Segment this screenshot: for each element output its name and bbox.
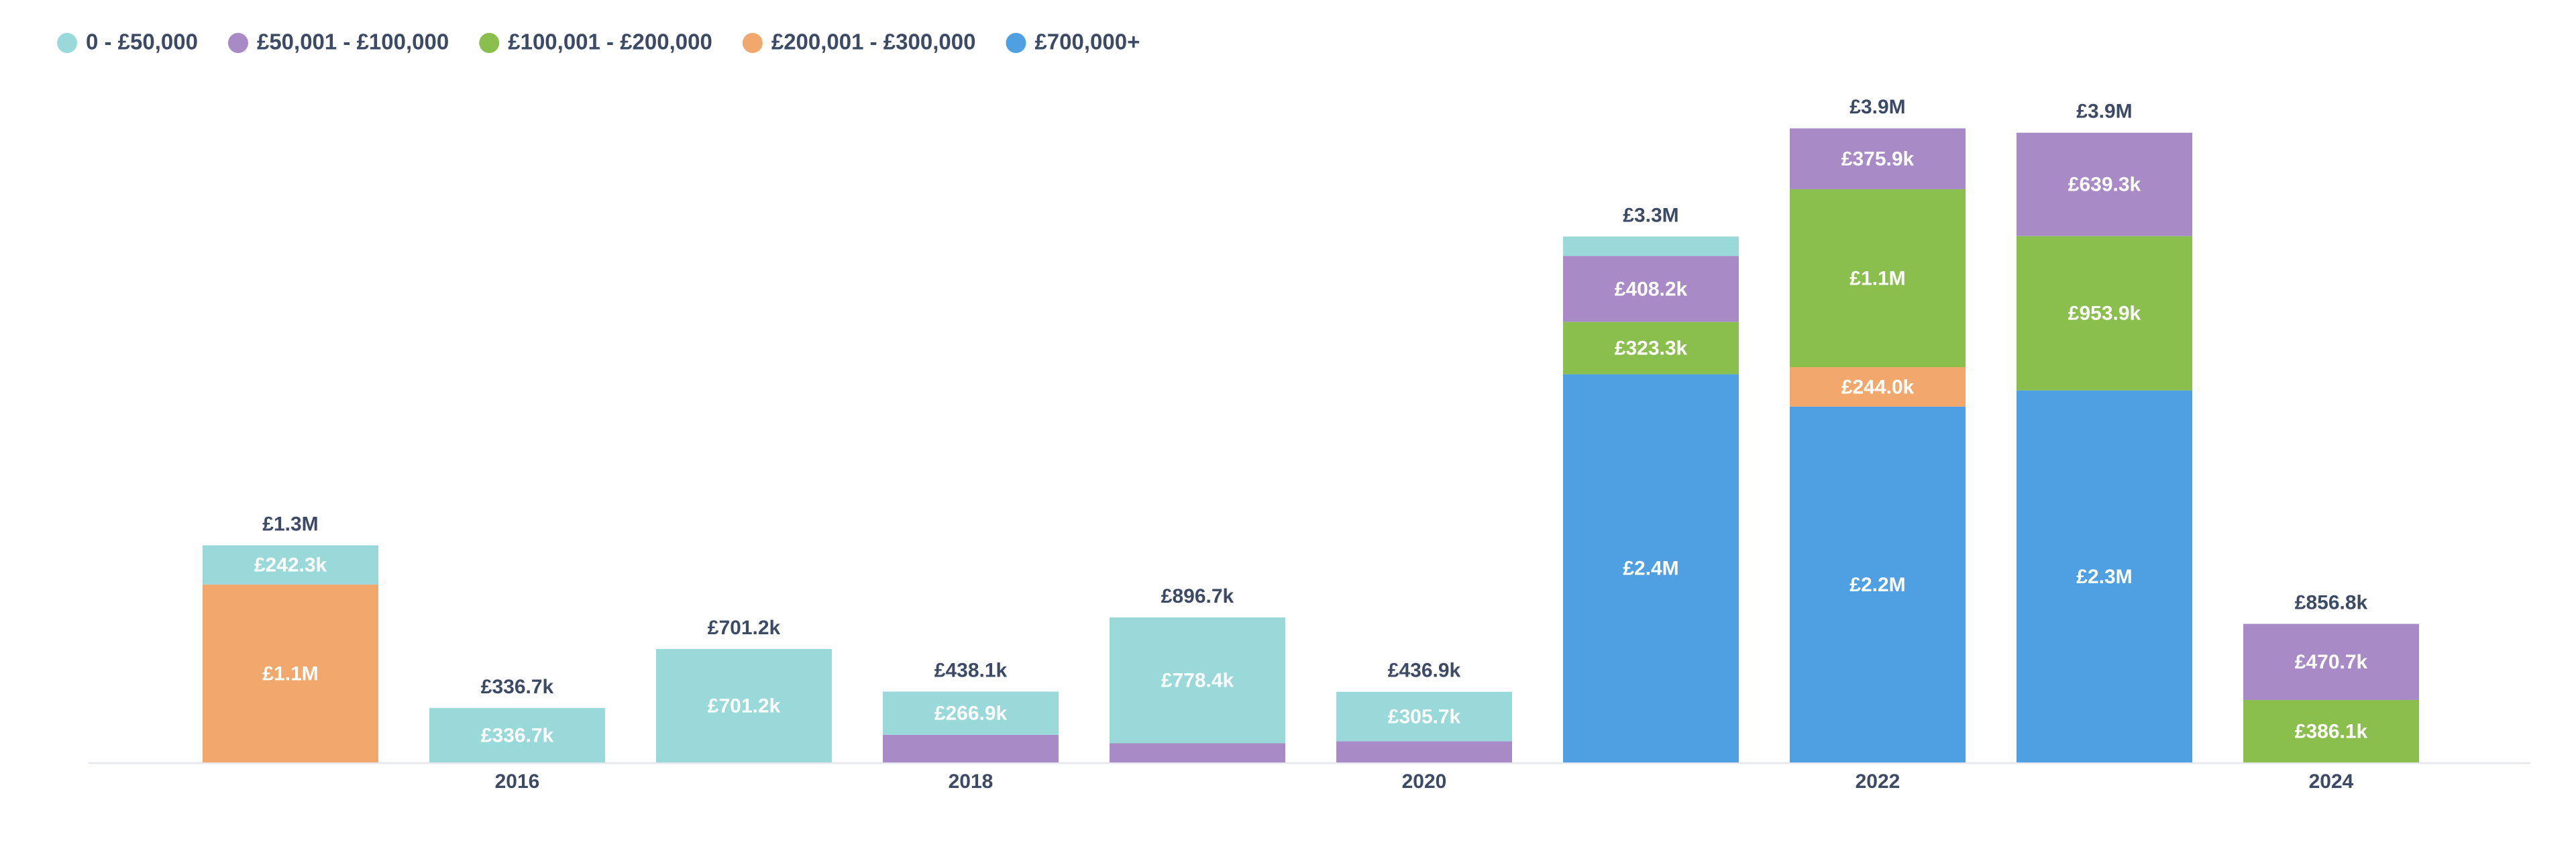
bar-segment: [429, 707, 605, 762]
bar-segment: [2243, 699, 2419, 762]
bar-segment: [1563, 374, 1739, 762]
legend-label: £50,001 - £100,000: [257, 30, 449, 54]
bar-segment: [1563, 321, 1739, 375]
value-label: £2.2M: [1849, 574, 1905, 596]
total-label: £3.3M: [1623, 204, 1678, 226]
bar-segment: [1110, 743, 1285, 762]
total-label: £438.1k: [934, 659, 1008, 681]
x-tick-label: 2024: [2309, 771, 2354, 793]
bar-segment: [2017, 132, 2192, 236]
legend-label: £700,000+: [1034, 30, 1140, 54]
legend-swatch: [57, 33, 77, 53]
bar-segment: [883, 691, 1059, 735]
value-label: £778.4k: [1161, 670, 1234, 692]
value-label: £408.2k: [1615, 278, 1688, 300]
value-label: £701.2k: [708, 695, 781, 717]
bar-segment: [1790, 366, 1966, 407]
legend-swatch: [742, 33, 763, 53]
bar-segment: [1563, 256, 1739, 322]
value-label: £2.4M: [1623, 558, 1678, 580]
bar-segment: [656, 649, 832, 762]
x-tick-label: 2018: [949, 771, 994, 793]
bar-segment: [1563, 236, 1739, 256]
value-label: £375.9k: [1841, 148, 1915, 170]
value-label: £305.7k: [1388, 705, 1461, 728]
legend-swatch: [1006, 33, 1026, 53]
bar-segment: [1336, 691, 1512, 742]
value-label: £386.1k: [2295, 720, 2368, 742]
total-label: £336.7k: [481, 676, 554, 698]
bar-segment: [1336, 741, 1512, 762]
legend-label: 0 - £50,000: [86, 30, 198, 54]
value-label: £2.3M: [2076, 566, 2132, 588]
bar-segment: [203, 545, 378, 585]
bar-segment: [1790, 406, 1966, 762]
total-label: £856.8k: [2295, 591, 2368, 613]
legend-label: £200,001 - £300,000: [771, 30, 976, 54]
bar-segment: [2017, 236, 2192, 391]
total-label: £1.3M: [262, 513, 318, 535]
value-label: £953.9k: [2068, 303, 2141, 325]
value-label: £1.1M: [1849, 267, 1905, 289]
value-label: £266.9k: [934, 703, 1008, 725]
bar-segment: [2243, 624, 2419, 700]
bar-segment: [1790, 189, 1966, 367]
value-label: £639.3k: [2068, 174, 2141, 196]
value-label: £242.3k: [254, 554, 327, 577]
value-label: £470.7k: [2295, 651, 2368, 673]
total-label: £701.2k: [708, 617, 781, 639]
x-tick-label: 2016: [495, 771, 540, 793]
legend-swatch: [479, 33, 500, 53]
total-label: £3.9M: [1849, 96, 1905, 118]
legend-swatch: [227, 33, 248, 53]
total-label: £3.9M: [2076, 101, 2132, 123]
total-label: £436.9k: [1388, 660, 1461, 682]
x-tick-label: 2020: [1402, 771, 1447, 793]
value-label: £1.1M: [262, 662, 318, 685]
value-label: £336.7k: [481, 724, 554, 746]
x-tick-label: 2022: [1856, 771, 1900, 793]
legend-label: £100,001 - £200,000: [508, 30, 712, 54]
bar-segment: [1790, 128, 1966, 189]
bar-segment: [1110, 617, 1285, 744]
value-label: £244.0k: [1841, 376, 1915, 398]
total-label: £896.7k: [1161, 585, 1234, 607]
bar-segment: [883, 734, 1059, 762]
bar-segment: [203, 584, 378, 762]
bar-segment: [2017, 390, 2192, 762]
value-label: £323.3k: [1615, 338, 1688, 360]
